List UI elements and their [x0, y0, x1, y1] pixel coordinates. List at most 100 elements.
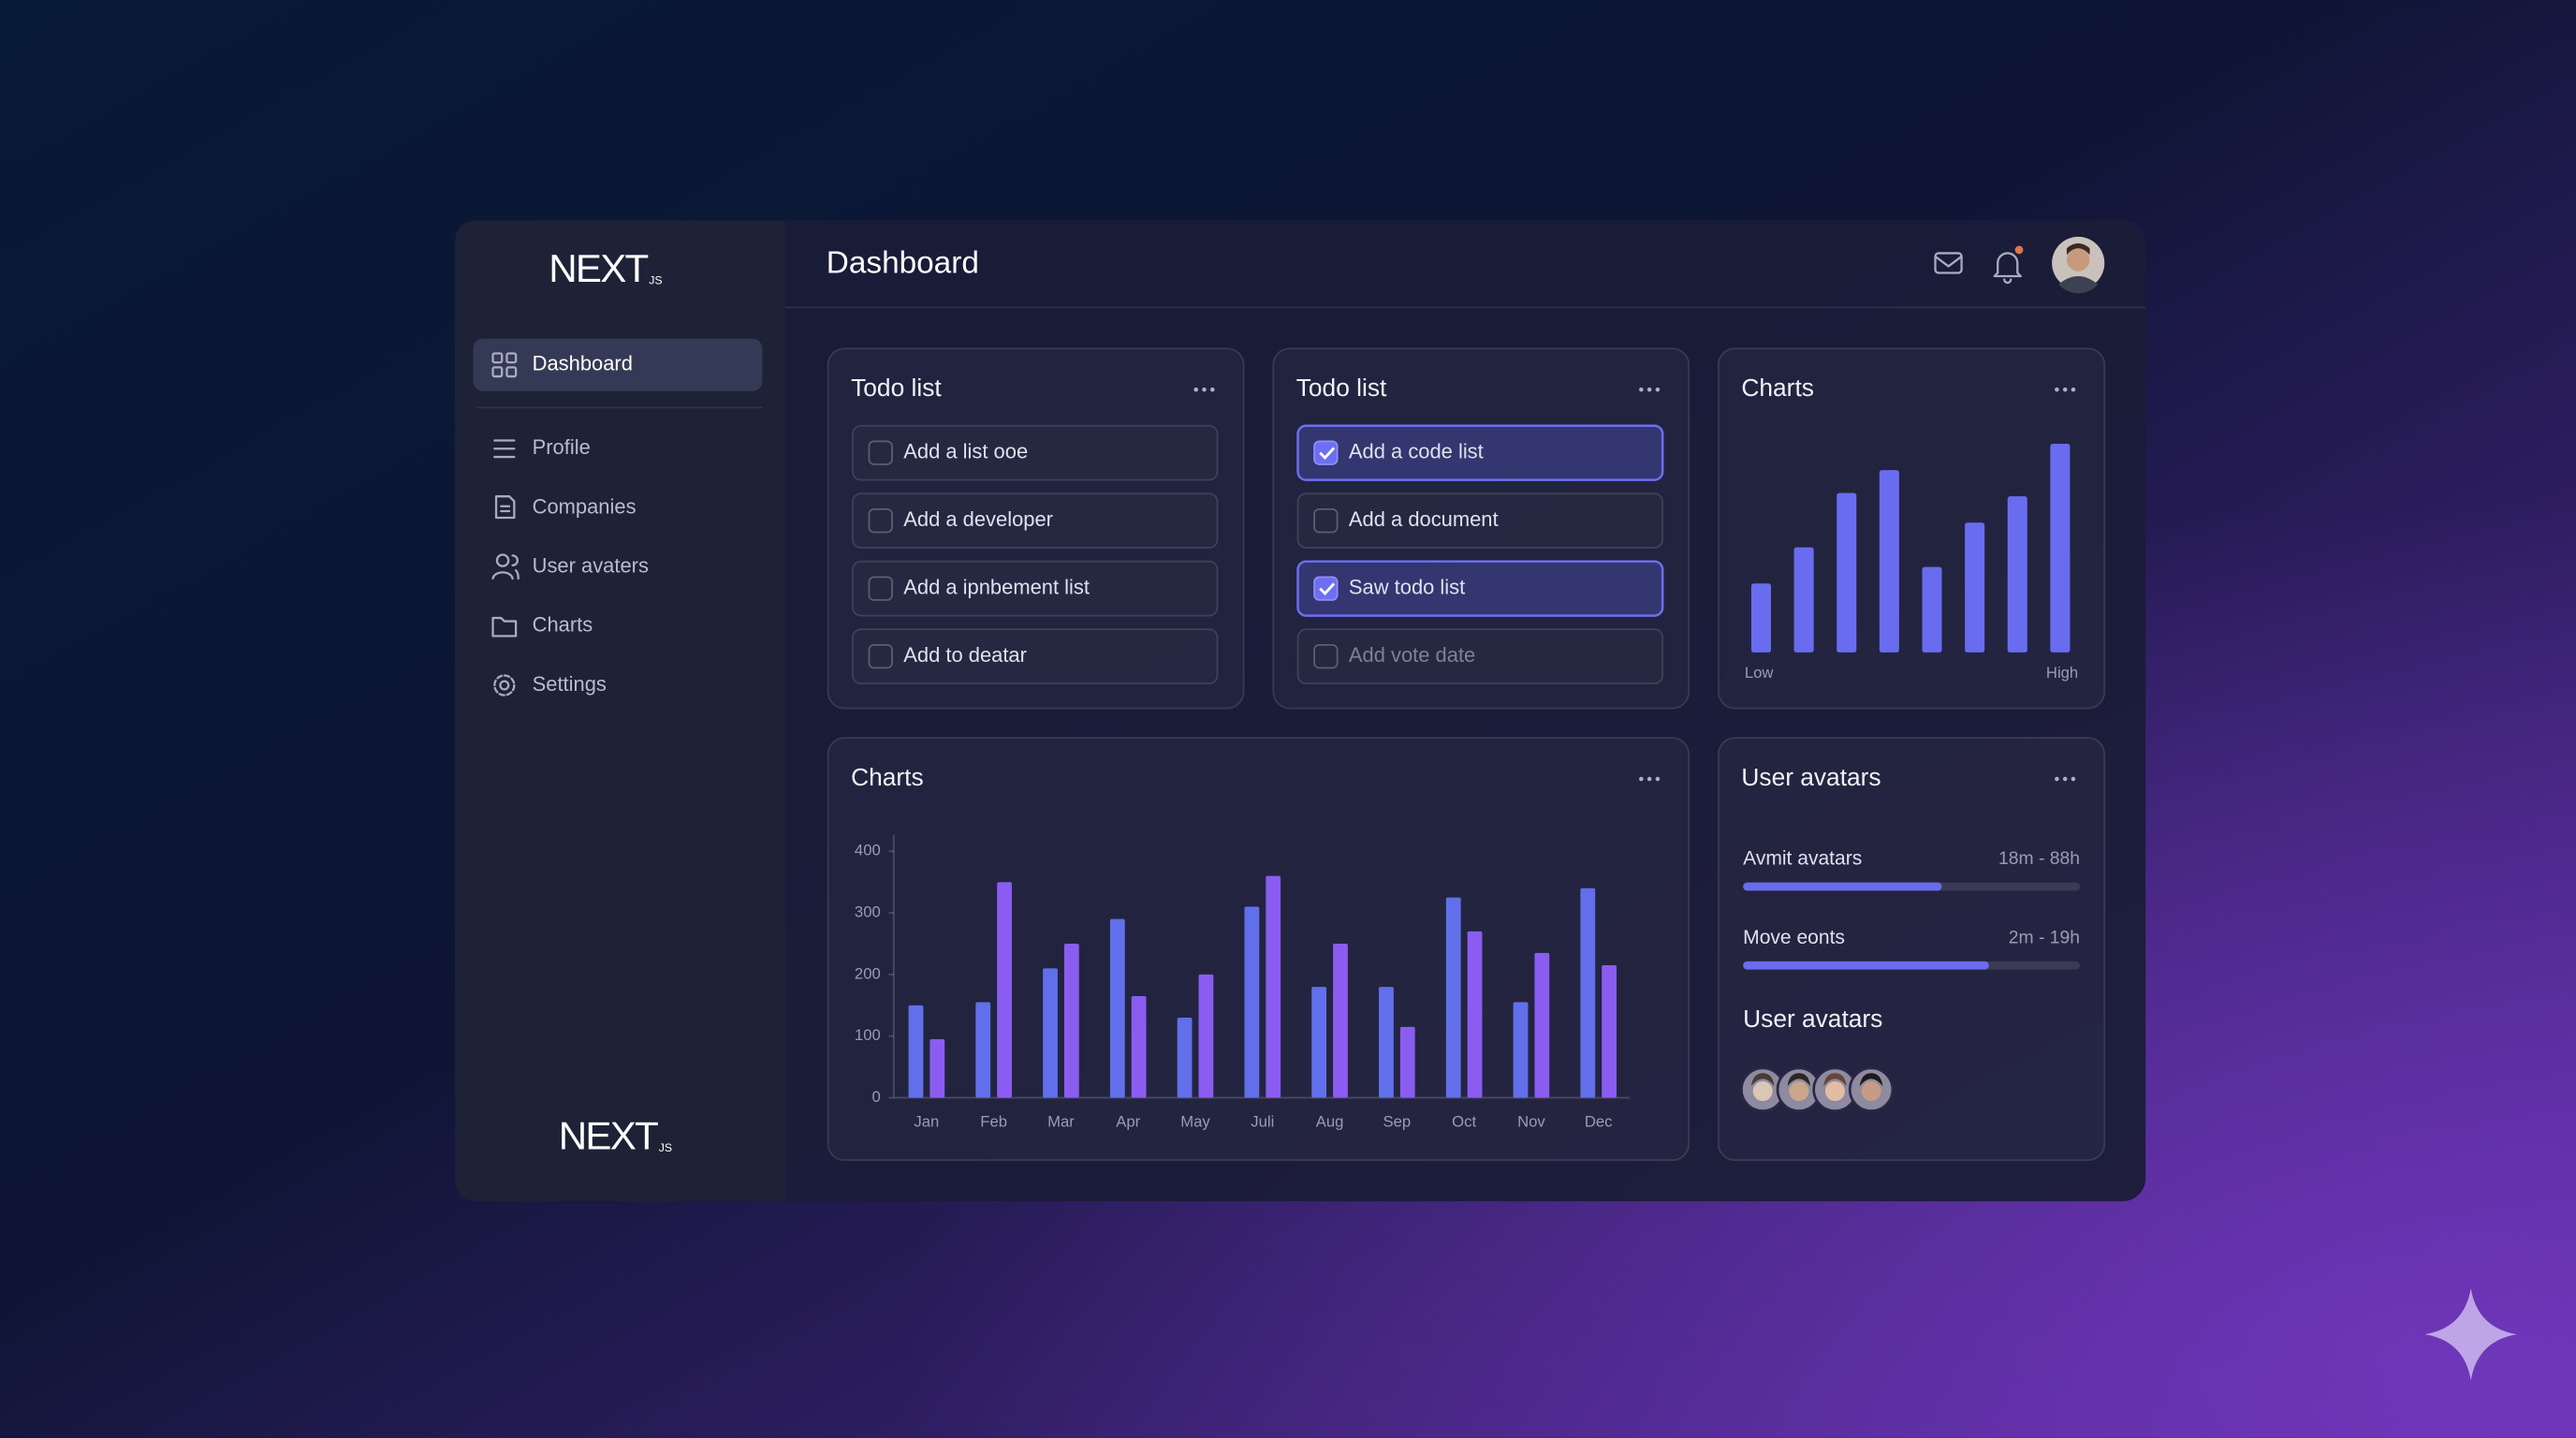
section-title: User avatars [1743, 1005, 1882, 1033]
x-tick-label: Mar [1047, 1112, 1075, 1130]
nav-item[interactable]: Profile [533, 435, 591, 459]
mini-bar [1922, 566, 1942, 653]
todo-label: Add a ipnbement list [903, 575, 1090, 598]
y-tick-label: 400 [855, 842, 881, 859]
avatar-face [1752, 1081, 1773, 1102]
x-tick-label: Aug [1316, 1112, 1344, 1130]
content: Todo list Add a list ooe Add a developer Ad… [827, 347, 2106, 1162]
checkbox[interactable] [868, 440, 893, 465]
x-tick-label: Juli [1251, 1112, 1274, 1130]
more-dot[interactable] [2062, 387, 2068, 392]
bar [1602, 965, 1617, 1098]
checkbox[interactable] [868, 576, 893, 601]
axis-label: High [2046, 664, 2078, 682]
bar [1043, 968, 1058, 1098]
bar [1177, 1017, 1193, 1098]
check-mark [1319, 447, 1336, 460]
avatar-hair [1823, 1073, 1847, 1087]
x-tick-label: Sep [1383, 1112, 1412, 1130]
todo-item[interactable] [1296, 628, 1664, 684]
todo-item[interactable] [852, 492, 1219, 549]
card-title: User avatars [1741, 763, 1881, 791]
x-tick-label: Nov [1517, 1112, 1545, 1130]
card [1717, 737, 2106, 1162]
profile-avatar[interactable] [2052, 236, 2105, 294]
todo-item[interactable] [1296, 560, 1664, 617]
row-label: Avmit avatars [1743, 848, 1862, 870]
more-dot[interactable] [1202, 387, 1207, 392]
checkbox[interactable] [1313, 440, 1339, 465]
more-dot[interactable] [2071, 776, 2076, 782]
page-title: Dashboard [827, 246, 979, 281]
bar [997, 882, 1012, 1098]
row-range: 2m - 19h [2009, 928, 2080, 947]
bar [1445, 897, 1461, 1098]
more-dot[interactable] [2055, 387, 2059, 392]
nav-item[interactable]: User avaters [533, 553, 649, 577]
nav-icons [491, 352, 520, 697]
more-dot[interactable] [2062, 776, 2068, 782]
checkbox[interactable] [868, 643, 893, 669]
bar [1311, 987, 1327, 1098]
y-tick-label: 0 [871, 1088, 880, 1106]
card [827, 347, 1245, 710]
bar [1534, 952, 1550, 1098]
y-tick-label: 200 [855, 964, 881, 982]
bar [1513, 1002, 1529, 1098]
bar [1580, 888, 1596, 1098]
bar [1467, 931, 1483, 1098]
more-dot[interactable] [1647, 387, 1652, 392]
todo-label: Add a document [1349, 507, 1499, 531]
card-title: Todo list [851, 374, 942, 402]
more-dot[interactable] [1639, 387, 1644, 392]
logo: NEXT [549, 246, 648, 290]
progress-fill [1743, 882, 1942, 891]
bar [1131, 995, 1147, 1098]
more-dot[interactable] [1193, 387, 1198, 392]
card-title: Charts [851, 763, 924, 791]
checkbox[interactable] [1313, 643, 1339, 669]
more-dot[interactable] [1655, 776, 1661, 782]
checkbox[interactable] [868, 507, 893, 534]
card [1717, 347, 2106, 710]
card-title: Todo list [1296, 374, 1387, 402]
header-icons[interactable] [1934, 252, 2022, 285]
more-dot[interactable] [1647, 776, 1652, 782]
more-dot[interactable] [1655, 387, 1661, 392]
nav-item[interactable]: Charts [533, 613, 593, 637]
todo-label: Add a developer [903, 507, 1053, 531]
sidebar [455, 220, 785, 1202]
checkbox[interactable] [1313, 507, 1339, 534]
y-tick-label: 300 [855, 903, 881, 921]
more-dot[interactable] [2071, 387, 2076, 392]
x-tick-label: Feb [980, 1112, 1007, 1130]
todo-item[interactable] [852, 560, 1219, 617]
nav-item[interactable]: Settings [533, 672, 607, 696]
bar [975, 1002, 991, 1098]
nav-active[interactable] [473, 338, 763, 391]
more-dot[interactable] [1639, 776, 1644, 782]
footer-logo: NEXT [559, 1114, 658, 1158]
nav-item[interactable]: Companies [533, 494, 637, 518]
row-range: 18m - 88h [1998, 849, 2080, 869]
checkbox[interactable] [1313, 576, 1339, 601]
todo-item[interactable] [852, 424, 1219, 481]
card [827, 737, 1690, 1162]
x-tick-label: Apr [1116, 1112, 1140, 1130]
todo-item[interactable] [1296, 492, 1664, 549]
sparkle [2424, 1288, 2517, 1381]
y-tick-label: 100 [855, 1026, 881, 1044]
more-dot[interactable] [2055, 776, 2059, 782]
avatar-face [1789, 1081, 1809, 1102]
window [455, 220, 2146, 1202]
more-dot[interactable] [1209, 387, 1215, 392]
bar [1379, 987, 1394, 1098]
todo-item[interactable] [1296, 424, 1664, 481]
todo-label: Add to deatar [903, 643, 1027, 667]
nav-item[interactable]: Dashboard [533, 352, 633, 375]
bar [1399, 1026, 1415, 1098]
notification-dot [2014, 245, 2024, 255]
x-tick-label: Dec [1585, 1112, 1613, 1130]
todo-item[interactable] [852, 628, 1219, 684]
